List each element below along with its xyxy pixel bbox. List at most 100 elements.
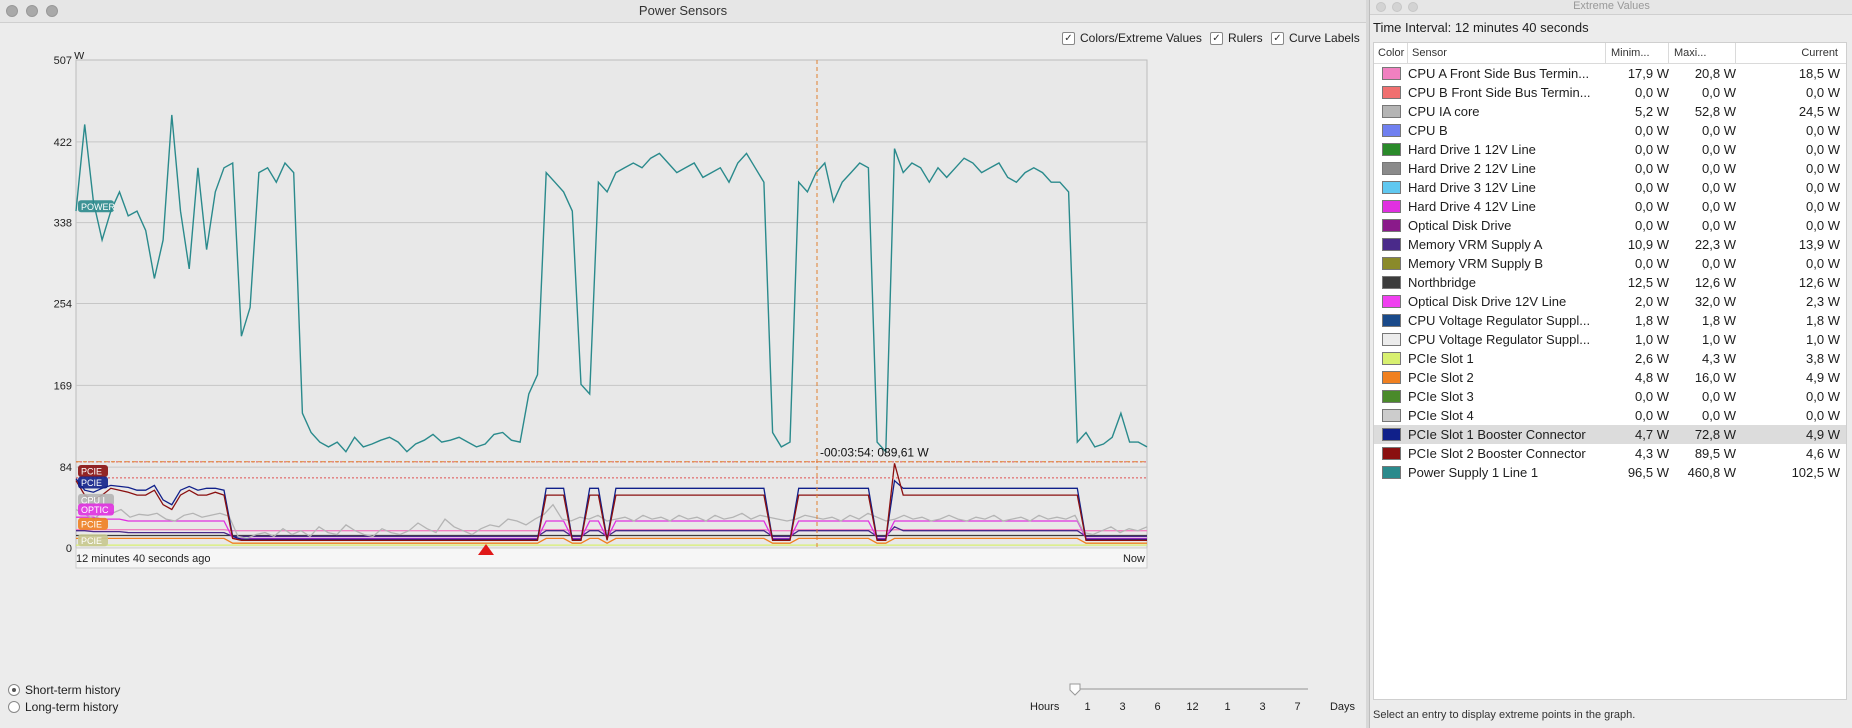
color-swatch[interactable] xyxy=(1381,181,1401,194)
color-swatch[interactable] xyxy=(1381,105,1401,118)
color-swatch[interactable] xyxy=(1381,124,1401,137)
zoom-window-button[interactable] xyxy=(1408,2,1418,12)
color-swatch[interactable] xyxy=(1381,162,1401,175)
table-row[interactable]: Power Supply 1 Line 1 96,5 W 460,8 W 102,5 … xyxy=(1374,463,1846,482)
table-row[interactable]: PCIe Slot 2 4,8 W 16,0 W 4,9 W xyxy=(1374,368,1846,387)
series-line xyxy=(75,114,1148,454)
status-message: Select an entry to display extreme point… xyxy=(1373,709,1636,721)
rulers-checkbox[interactable]: ✓ Rulers xyxy=(1210,31,1263,45)
y-tick-label: 169 xyxy=(54,380,72,392)
time-marker-triangle-icon[interactable] xyxy=(478,544,494,555)
table-row[interactable]: Memory VRM Supply A 10,9 W 22,3 W 13,9 W xyxy=(1374,235,1846,254)
column-header-minimum[interactable]: Minim... xyxy=(1606,43,1669,63)
color-swatch[interactable] xyxy=(1381,390,1401,403)
minimum-value: 12,5 W xyxy=(1627,275,1669,290)
color-swatch[interactable] xyxy=(1381,276,1401,289)
short-term-history-radio[interactable]: Short-term history xyxy=(8,683,120,697)
close-window-button[interactable] xyxy=(6,5,18,17)
minimize-window-button[interactable] xyxy=(1392,2,1402,12)
column-header-maximum[interactable]: Maxi... xyxy=(1669,43,1736,63)
minimum-value: 96,5 W xyxy=(1627,465,1669,480)
color-swatch[interactable] xyxy=(1381,428,1401,441)
y-tick-label: 254 xyxy=(54,299,72,311)
color-swatch[interactable] xyxy=(1381,314,1401,327)
color-swatch[interactable] xyxy=(1381,409,1401,422)
color-swatch[interactable] xyxy=(1381,219,1401,232)
color-swatch[interactable] xyxy=(1381,295,1401,308)
scale-right-label: Days xyxy=(1329,701,1355,713)
minimum-value: 0,0 W xyxy=(1635,161,1669,176)
table-row[interactable]: Optical Disk Drive 0,0 W 0,0 W 0,0 W xyxy=(1374,216,1846,235)
maximum-value: 0,0 W xyxy=(1702,218,1736,233)
table-row[interactable]: Optical Disk Drive 12V Line 2,0 W 32,0 W 2,… xyxy=(1374,292,1846,311)
table-row[interactable]: CPU B 0,0 W 0,0 W 0,0 W xyxy=(1374,121,1846,140)
color-swatch[interactable] xyxy=(1381,200,1401,213)
table-row[interactable]: PCIe Slot 1 2,6 W 4,3 W 3,8 W xyxy=(1374,349,1846,368)
column-header-color[interactable]: Color xyxy=(1374,43,1408,63)
color-cell xyxy=(1374,390,1408,403)
maximum-value: 0,0 W xyxy=(1702,161,1736,176)
color-swatch[interactable] xyxy=(1381,67,1401,80)
minimize-window-button[interactable] xyxy=(26,5,38,17)
close-window-button[interactable] xyxy=(1376,2,1386,12)
minimum-value: 0,0 W xyxy=(1635,142,1669,157)
table-row[interactable]: CPU A Front Side Bus Termin... 17,9 W 20,8… xyxy=(1374,64,1846,83)
maximum-value: 32,0 W xyxy=(1694,294,1736,309)
slider-thumb[interactable] xyxy=(1069,683,1081,696)
table-row[interactable]: PCIe Slot 2 Booster Connector 4,3 W 89,5 W… xyxy=(1374,444,1846,463)
table-row[interactable]: CPU Voltage Regulator Suppl... 1,8 W 1,8 W… xyxy=(1374,311,1846,330)
color-cell xyxy=(1374,124,1408,137)
color-swatch[interactable] xyxy=(1381,143,1401,156)
power-sensors-window: Power Sensors ✓ Colors/Extreme Values ✓ … xyxy=(0,0,1366,728)
table-row[interactable]: Northbridge 12,5 W 12,6 W 12,6 W xyxy=(1374,273,1846,292)
curve-label: PCIE xyxy=(81,466,102,476)
colors-extreme-values-checkbox[interactable]: ✓ Colors/Extreme Values xyxy=(1062,31,1202,45)
table-row[interactable]: Hard Drive 3 12V Line 0,0 W 0,0 W 0,0 W xyxy=(1374,178,1846,197)
current-value: 4,9 W xyxy=(1806,370,1840,385)
table-row[interactable]: CPU Voltage Regulator Suppl... 1,0 W 1,0 W… xyxy=(1374,330,1846,349)
y-unit-label: W xyxy=(74,52,85,62)
zoom-window-button[interactable] xyxy=(46,5,58,17)
table-row[interactable]: Memory VRM Supply B 0,0 W 0,0 W 0,0 W xyxy=(1374,254,1846,273)
curve-labels-checkbox[interactable]: ✓ Curve Labels xyxy=(1271,31,1360,45)
history-scale-slider[interactable] xyxy=(1068,682,1328,696)
maximum-value: 72,8 W xyxy=(1694,427,1736,442)
checkbox-label: Colors/Extreme Values xyxy=(1080,31,1202,45)
color-cell xyxy=(1374,200,1408,213)
color-swatch[interactable] xyxy=(1381,86,1401,99)
color-swatch[interactable] xyxy=(1381,466,1401,479)
power-chart[interactable]: W 507 422 338 254 169 84 0 -00:03:54: 089,61 W 12… xyxy=(0,50,1366,682)
table-row[interactable]: Hard Drive 2 12V Line 0,0 W 0,0 W 0,0 W xyxy=(1374,159,1846,178)
minimum-value: 5,2 W xyxy=(1635,104,1669,119)
color-swatch[interactable] xyxy=(1381,257,1401,270)
table-row[interactable]: CPU B Front Side Bus Termin... 0,0 W 0,0 W… xyxy=(1374,83,1846,102)
table-row[interactable]: PCIe Slot 1 Booster Connector 4,7 W 72,8 W… xyxy=(1374,425,1846,444)
maximum-value: 460,8 W xyxy=(1687,465,1736,480)
table-row[interactable]: PCIe Slot 3 0,0 W 0,0 W 0,0 W xyxy=(1374,387,1846,406)
column-header-sensor[interactable]: Sensor xyxy=(1408,43,1606,63)
table-row[interactable]: CPU IA core 5,2 W 52,8 W 24,5 W xyxy=(1374,102,1846,121)
table-row[interactable]: Hard Drive 1 12V Line 0,0 W 0,0 W 0,0 W xyxy=(1374,140,1846,159)
current-value: 12,6 W xyxy=(1798,275,1840,290)
table-row[interactable]: Hard Drive 4 12V Line 0,0 W 0,0 W 0,0 W xyxy=(1374,197,1846,216)
color-cell xyxy=(1374,143,1408,156)
color-swatch[interactable] xyxy=(1381,333,1401,346)
maximum-value: 0,0 W xyxy=(1702,123,1736,138)
color-swatch[interactable] xyxy=(1381,371,1401,384)
long-term-history-radio[interactable]: Long-term history xyxy=(8,700,118,714)
color-swatch[interactable] xyxy=(1381,238,1401,251)
curve-label-badge xyxy=(78,493,114,506)
color-swatch[interactable] xyxy=(1381,447,1401,460)
sensor-name: PCIe Slot 1 Booster Connector xyxy=(1408,427,1586,442)
table-row[interactable]: PCIe Slot 4 0,0 W 0,0 W 0,0 W xyxy=(1374,406,1846,425)
current-value: 0,0 W xyxy=(1806,142,1840,157)
minimum-value: 4,8 W xyxy=(1635,370,1669,385)
extreme-values-table[interactable]: Color Sensor Minim... Maxi... Current CP… xyxy=(1373,42,1847,700)
color-swatch[interactable] xyxy=(1381,352,1401,365)
minimum-value: 17,9 W xyxy=(1627,66,1669,81)
column-header-current[interactable]: Current xyxy=(1801,47,1838,59)
radio-unselected-icon xyxy=(8,701,20,713)
time-interval-label: Time Interval: 12 minutes 40 seconds xyxy=(1373,20,1589,35)
current-value: 0,0 W xyxy=(1806,85,1840,100)
